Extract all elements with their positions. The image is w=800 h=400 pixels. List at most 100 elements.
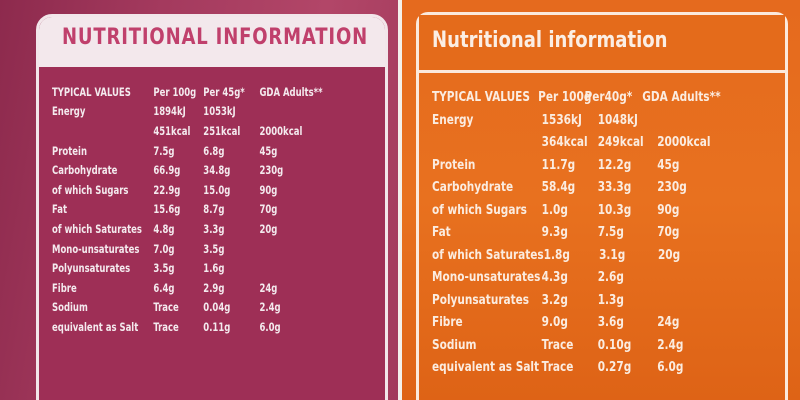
left-nutrient-label: Mono-unsaturates [52,241,140,256]
right-nutrient-value: 7.5g [597,224,624,241]
right-table-row: of which Saturates 1.8g 3.1g 20g [432,244,721,267]
left-nutrient-value: 4.8g [153,221,175,236]
left-nutrient-value: 7.5g [153,143,175,158]
right-table-header-row: TYPICAL VALUES Per 100g Per40g* GDA Adults*… [432,86,721,109]
right-nutrient-value: 58.4g [541,179,576,196]
left-table-row: Protein 7.5g 6.8g 45g [52,141,323,161]
left-nutrient-value: 230g [259,163,284,178]
right-nutrient-value: 3.1g [599,246,626,263]
left-nutrient-value: 45g [259,143,278,158]
right-nutrient-value: 364kcal [541,134,588,151]
right-nutrient-value: 11.7g [541,156,576,173]
left-nutrient-label: Protein [52,143,87,158]
left-nutrient-value: 6.0g [259,319,281,334]
left-nutrient-value: 24g [259,280,278,295]
right-nutrient-value: Trace [541,336,574,353]
right-column-header: Per 100g [538,89,592,106]
right-nutrient-value: 2000kcal [657,134,711,151]
left-nutrient-value: 0.04g [203,300,231,315]
right-nutrient-value: 3.6g [597,314,624,331]
left-nutrient-value: 0.11g [203,319,231,334]
left-nutrient-value: 15.6g [153,202,181,217]
left-nutrient-value: 22.9g [153,182,181,197]
right-nutrient-label: Fibre [432,314,463,331]
right-column-header: GDA Adults** [642,89,721,106]
left-nutrient-value: 20g [259,221,278,236]
left-nutrient-value: 6.4g [153,280,175,295]
right-nutrient-value: 12.2g [597,156,632,173]
left-nutrient-label: Polyunsaturates [52,261,131,276]
right-table-row: of which Sugars 1.0g 10.3g 90g [432,199,721,222]
right-nutrient-value: 4.3g [541,269,568,286]
left-nutrient-value: 251kcal [203,123,241,138]
right-nutrient-value: 6.0g [657,359,684,376]
right-table-row: 364kcal 249kcal 2000kcal [432,131,721,154]
left-table-row: Fibre 6.4g 2.9g 24g [52,278,323,298]
left-nutrient-value: 90g [259,182,278,197]
right-nutrient-label: equivalent as Salt [432,359,540,376]
left-table-row: Energy 1894kJ 1053kJ [52,102,323,122]
left-table-row: Fat 15.6g 8.7g 70g [52,200,323,220]
left-nutrient-value: 1894kJ [153,104,186,119]
right-label-photo: Nutritional information TYPICAL VALUES Pe… [402,0,800,400]
right-nutrient-label: Mono-unsaturates [432,269,541,286]
right-nutrient-value: 0.27g [597,359,632,376]
left-label-title: NUTRITIONAL INFORMATION [62,25,369,50]
right-title-bar [419,15,785,73]
right-nutrient-value: 45g [657,156,680,173]
right-nutrient-value: 70g [657,224,680,241]
left-nutrient-value: 1053kJ [203,104,236,119]
left-column-header: Per 100g [153,84,197,99]
left-nutrient-value: 6.8g [203,143,225,158]
right-nutrient-value: 3.2g [541,291,568,308]
right-table-row: Mono-unsaturates 4.3g 2.6g [432,266,721,289]
right-table-row: equivalent as Salt Trace 0.27g 6.0g [432,356,721,379]
left-nutrient-value: 2000kcal [259,123,303,138]
left-nutrient-value: Trace [153,300,179,315]
right-table-row: Polyunsaturates 3.2g 1.3g [432,289,721,312]
right-table-row: Energy 1536kJ 1048kJ [432,109,721,132]
left-table-row: Polyunsaturates 3.5g 1.6g [52,258,323,278]
left-column-header: GDA Adults** [259,84,323,99]
right-nutrient-value: 1.8g [543,246,570,263]
left-label-photo: NUTRITIONAL INFORMATION TYPICAL VALUES Pe… [0,0,398,400]
left-title-bar [39,17,385,67]
left-nutrient-label: Fibre [52,280,77,295]
right-table-row: Protein 11.7g 12.2g 45g [432,154,721,177]
right-label-frame [416,12,788,400]
right-nutrient-value: 20g [657,246,681,263]
right-nutrient-label: Energy [432,111,474,128]
right-nutrient-value: 0.10g [597,336,632,353]
right-nutrient-value: 1.3g [597,291,624,308]
left-table-row: Sodium Trace 0.04g 2.4g [52,298,323,318]
left-nutrient-value: 1.6g [203,261,225,276]
right-table-row: Fibre 9.0g 3.6g 24g [432,311,721,334]
left-nutrient-value: 451kcal [153,123,191,138]
image-divider [398,0,402,400]
left-column-header: TYPICAL VALUES [52,84,131,99]
left-nutrient-value: 34.8g [203,163,231,178]
right-nutrient-value: 249kcal [597,134,644,151]
left-table-panel [39,67,385,400]
left-table-row: Carbohydrate 66.9g 34.8g 230g [52,160,323,180]
right-table-row: Fat 9.3g 7.5g 70g [432,221,721,244]
right-nutrient-value: 2.4g [657,336,684,353]
right-nutrient-label: Fat [432,224,451,241]
right-nutrient-value: 9.3g [541,224,568,241]
left-nutrient-value: 2.9g [203,280,225,295]
left-nutrient-value: 3.3g [203,221,225,236]
left-column-header: Per 45g* [203,84,245,99]
right-nutrient-value: 24g [657,314,680,331]
left-table-row: equivalent as Salt Trace 0.11g 6.0g [52,317,323,337]
right-nutrient-value: Trace [541,359,574,376]
left-nutrient-value: 3.5g [203,241,225,256]
right-nutrient-label: Protein [432,156,476,173]
left-nutrient-value: 3.5g [153,261,175,276]
right-nutrient-value: 33.3g [597,179,632,196]
left-nutrient-value: 2.4g [259,300,281,315]
right-nutrient-label: of which Sugars [432,201,527,218]
right-nutrient-value: 90g [657,201,680,218]
left-table-row: of which Sugars 22.9g 15.0g 90g [52,180,323,200]
right-nutrient-label: of which Saturates [432,246,544,263]
right-nutrient-label: Carbohydrate [432,179,514,196]
